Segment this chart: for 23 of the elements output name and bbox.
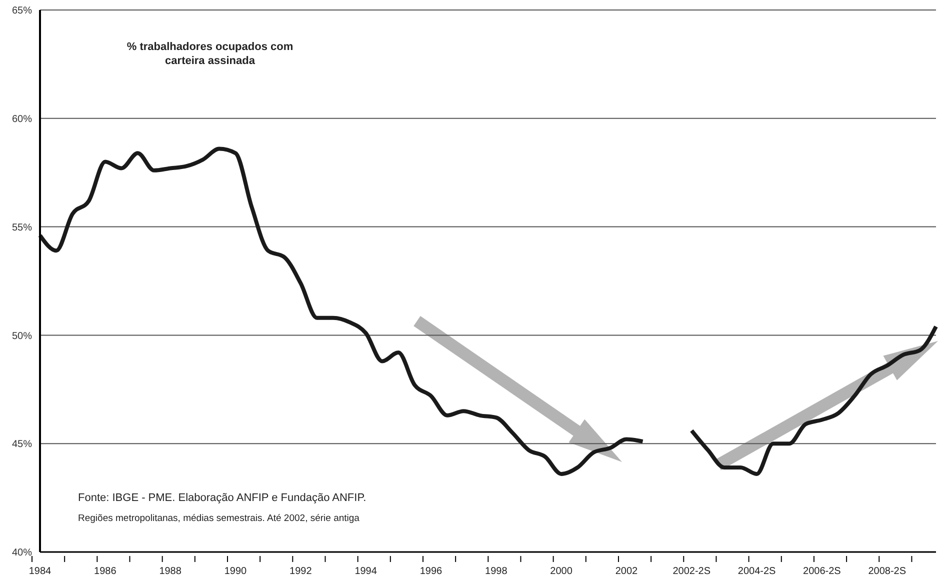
y-tick-label: 50% xyxy=(12,330,32,342)
y-tick-label: 60% xyxy=(12,114,32,125)
x-tick-label: 1986 xyxy=(94,566,117,576)
x-tick-label: 2002 xyxy=(615,566,638,576)
y-tick-label: 45% xyxy=(12,439,32,450)
y-tick-label: 65% xyxy=(12,6,32,17)
x-tick-label: 1984 xyxy=(28,566,52,576)
x-tick-label: 2002-2S xyxy=(672,566,711,576)
annotation: Fonte: IBGE - PME. Elaboração ANFIP e Fundação ANFIP. xyxy=(78,492,366,504)
x-tick-label: 1998 xyxy=(485,566,508,576)
x-tick-label: 1988 xyxy=(159,566,182,576)
text: % trabalhadores ocupados com carteira assinada xyxy=(126,40,294,68)
y-tick-label: 40% xyxy=(12,548,32,559)
annotation: Regiões metropolitanas, médias semestrais. Até 2002, série antiga xyxy=(78,513,360,524)
y-tick-label: 55% xyxy=(12,222,32,234)
x-tick-label: 2000 xyxy=(550,566,573,576)
x-tick-label: 2008-2S xyxy=(868,566,906,576)
x-tick-label: 1996 xyxy=(420,566,443,576)
x-tick-label: 1990 xyxy=(224,566,248,576)
x-tick-label: 1994 xyxy=(354,566,378,576)
x-tick-label: 2004-2S xyxy=(738,566,776,576)
x-tick-label: 2006-2S xyxy=(803,566,842,576)
x-tick-label: 1992 xyxy=(290,566,312,576)
